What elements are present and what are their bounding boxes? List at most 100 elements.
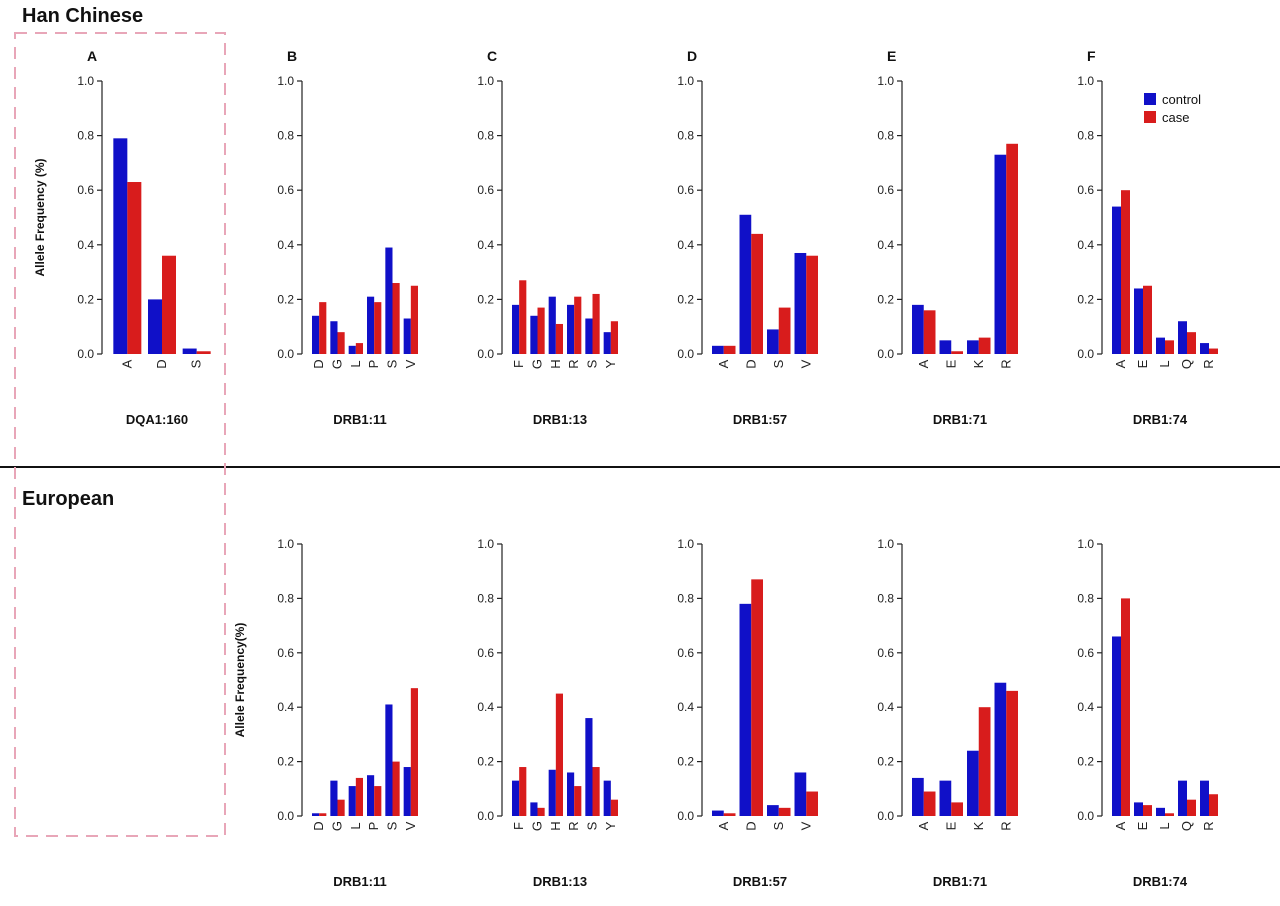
charts-layer: A 0.0 0.2 0.4 0.6 0.8 1.0 Allele Frequency (%) A… bbox=[33, 48, 1218, 889]
bar-case-D bbox=[162, 255, 176, 354]
y-tick-label: 0.8 bbox=[677, 129, 694, 143]
bar-case-E bbox=[951, 351, 963, 354]
y-tick-label: 0.8 bbox=[277, 129, 294, 143]
y-tick-label: 0.8 bbox=[477, 591, 494, 605]
bar-case-S bbox=[392, 761, 400, 816]
y-tick-label: 1.0 bbox=[1077, 74, 1094, 88]
bar-case-F bbox=[519, 280, 527, 354]
y-tick-label: 1.0 bbox=[77, 74, 94, 88]
bar-control-E bbox=[939, 780, 952, 816]
bar-control-F bbox=[512, 780, 520, 816]
panel-letter: B bbox=[287, 48, 297, 64]
bar-control-R bbox=[567, 772, 575, 816]
bar-case-L bbox=[1165, 813, 1174, 816]
category-label: S bbox=[385, 359, 400, 368]
y-tick-label: 0.0 bbox=[477, 347, 494, 361]
category-label: A bbox=[916, 821, 931, 830]
category-label: R bbox=[566, 359, 581, 368]
bar-case-D bbox=[751, 579, 763, 816]
y-tick-label: 1.0 bbox=[277, 74, 294, 88]
category-label: E bbox=[943, 821, 958, 830]
bar-case-Q bbox=[1187, 799, 1196, 816]
bar-case-E bbox=[951, 802, 963, 816]
category-label: R bbox=[1201, 359, 1216, 368]
y-tick-label: 0.0 bbox=[1077, 809, 1094, 823]
chart-panel-1: A 0.0 0.2 0.4 0.6 0.8 1.0 Allele Frequency (%) A… bbox=[33, 48, 211, 427]
y-tick-label: 1.0 bbox=[677, 74, 694, 88]
y-tick-label: 0.8 bbox=[277, 591, 294, 605]
category-label: G bbox=[330, 821, 345, 831]
y-tick-label: 0.6 bbox=[1077, 646, 1094, 660]
y-tick-label: 1.0 bbox=[877, 537, 894, 551]
bar-case-V bbox=[410, 688, 418, 816]
bar-control-V bbox=[403, 318, 411, 354]
chart-title: DRB1:13 bbox=[533, 874, 587, 889]
bar-case-G bbox=[337, 332, 345, 354]
chart-panel-6: F 0.0 0.2 0.4 0.6 0.8 1.0 A E L Q R DRB1:74 control ca… bbox=[1077, 48, 1218, 427]
bar-control-P bbox=[367, 775, 375, 816]
chart-panel-8: 0.0 0.2 0.4 0.6 0.8 1.0 F G H R S Y DRB1:13 bbox=[477, 537, 618, 889]
chart-panel-10: 0.0 0.2 0.4 0.6 0.8 1.0 A E K R DRB1:71 bbox=[877, 537, 1018, 889]
bar-control-A bbox=[712, 810, 724, 816]
y-axis-title: Allele Frequency(%) bbox=[233, 623, 247, 738]
y-tick-label: 0.0 bbox=[277, 347, 294, 361]
bar-control-G bbox=[530, 802, 538, 816]
panel-letter: D bbox=[687, 48, 697, 64]
category-label: Q bbox=[1179, 821, 1194, 831]
bar-case-R bbox=[1209, 348, 1218, 354]
category-label: V bbox=[403, 821, 418, 830]
y-tick-label: 0.2 bbox=[277, 292, 294, 306]
category-label: E bbox=[1135, 359, 1150, 368]
y-tick-label: 0.0 bbox=[277, 809, 294, 823]
category-label: R bbox=[1201, 821, 1216, 830]
bar-control-L bbox=[348, 345, 356, 354]
bar-control-R bbox=[994, 682, 1007, 816]
bar-control-S bbox=[767, 805, 779, 816]
section-title-han-chinese: Han Chinese bbox=[22, 5, 143, 27]
bar-case-P bbox=[374, 302, 382, 354]
bar-case-P bbox=[374, 786, 382, 816]
bar-case-R bbox=[1006, 143, 1018, 354]
bar-control-Q bbox=[1178, 780, 1187, 816]
category-label: D bbox=[311, 359, 326, 368]
bar-control-K bbox=[967, 750, 979, 816]
y-tick-label: 0.0 bbox=[877, 347, 894, 361]
category-label: Y bbox=[603, 821, 618, 830]
highlight-dashed-box bbox=[14, 32, 226, 837]
bar-case-D bbox=[319, 302, 327, 354]
y-tick-label: 0.2 bbox=[1077, 292, 1094, 306]
bar-control-D bbox=[739, 603, 752, 816]
bar-case-R bbox=[1006, 690, 1018, 816]
y-tick-label: 0.0 bbox=[677, 809, 694, 823]
chart-panel-7: 0.0 0.2 0.4 0.6 0.8 1.0 Allele Frequency(%) D G L… bbox=[233, 537, 418, 889]
category-label: G bbox=[530, 359, 545, 369]
category-label: G bbox=[330, 359, 345, 369]
chart-title: DRB1:11 bbox=[333, 412, 386, 427]
category-label: Y bbox=[603, 359, 618, 368]
y-tick-label: 0.8 bbox=[877, 129, 894, 143]
bar-control-H bbox=[548, 769, 556, 816]
bar-case-K bbox=[978, 337, 991, 354]
bar-case-E bbox=[1143, 285, 1152, 354]
y-tick-label: 0.2 bbox=[477, 755, 494, 769]
bar-case-A bbox=[1121, 190, 1130, 354]
chart-title: DRB1:11 bbox=[333, 874, 386, 889]
category-label: L bbox=[1157, 360, 1172, 367]
bar-case-S bbox=[392, 283, 400, 354]
chart-panel-9: 0.0 0.2 0.4 0.6 0.8 1.0 A D S V DRB1:57 bbox=[677, 537, 818, 889]
category-label: V bbox=[798, 821, 813, 830]
category-label: K bbox=[971, 821, 986, 830]
bar-case-H bbox=[555, 323, 563, 354]
category-label: P bbox=[366, 360, 381, 369]
bar-case-S bbox=[778, 307, 791, 354]
bar-control-A bbox=[912, 304, 924, 354]
category-label: L bbox=[348, 360, 363, 367]
bar-case-F bbox=[519, 767, 527, 816]
category-label: E bbox=[1135, 821, 1150, 830]
y-tick-label: 0.4 bbox=[677, 238, 694, 252]
y-tick-label: 0.6 bbox=[277, 183, 294, 197]
bar-control-R bbox=[1200, 780, 1209, 816]
y-tick-label: 0.6 bbox=[877, 183, 894, 197]
bar-control-E bbox=[1134, 288, 1143, 354]
